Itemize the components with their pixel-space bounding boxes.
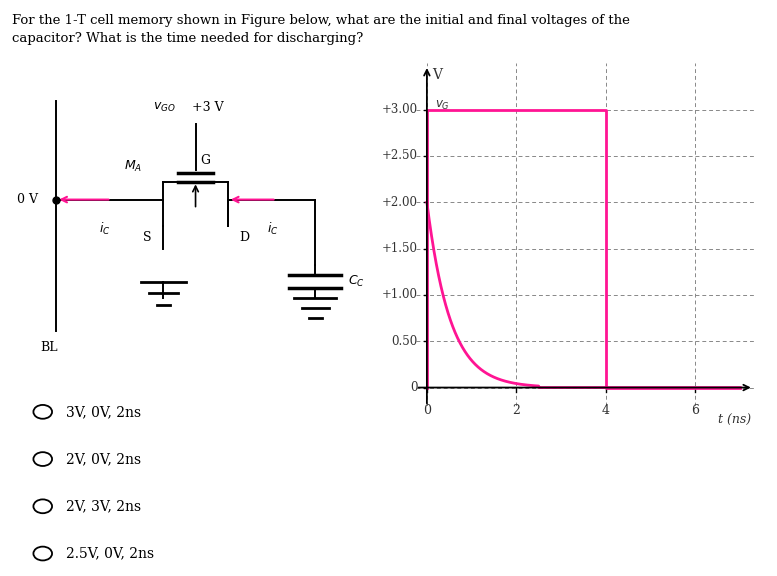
Text: 0: 0	[410, 381, 418, 394]
Text: capacitor? What is the time needed for discharging?: capacitor? What is the time needed for d…	[12, 32, 363, 45]
Text: +3 V: +3 V	[193, 101, 224, 114]
Text: For the 1-T cell memory shown in Figure below, what are the initial and final vo: For the 1-T cell memory shown in Figure …	[12, 14, 629, 28]
Text: D: D	[239, 231, 249, 244]
Text: 4: 4	[602, 404, 610, 417]
Text: 2.5V, 0V, 2ns: 2.5V, 0V, 2ns	[66, 547, 154, 560]
Text: $C_C$: $C_C$	[347, 274, 364, 289]
Text: +3.00: +3.00	[382, 103, 418, 116]
Text: +1.50: +1.50	[382, 242, 418, 255]
Text: BL: BL	[40, 341, 57, 354]
Text: 6: 6	[692, 404, 699, 417]
Text: t (ns): t (ns)	[718, 414, 751, 426]
Text: +1.00: +1.00	[382, 289, 418, 301]
Text: V: V	[432, 68, 442, 82]
Text: +2.00: +2.00	[382, 196, 418, 209]
Text: 0: 0	[423, 404, 431, 417]
Text: G: G	[200, 154, 211, 166]
Text: 2V, 3V, 2ns: 2V, 3V, 2ns	[66, 499, 141, 513]
Text: $v_G$: $v_G$	[435, 98, 450, 112]
Text: $v_{GO}$: $v_{GO}$	[154, 101, 176, 114]
Text: $M_A$: $M_A$	[124, 159, 142, 175]
Text: 2V, 0V, 2ns: 2V, 0V, 2ns	[66, 452, 141, 466]
Text: 0 V: 0 V	[18, 193, 39, 206]
Text: S: S	[143, 231, 152, 244]
Text: 0.50: 0.50	[392, 335, 418, 348]
Text: $i_C$: $i_C$	[267, 221, 279, 237]
Text: 3V, 0V, 2ns: 3V, 0V, 2ns	[66, 405, 141, 419]
Text: +2.50: +2.50	[382, 150, 418, 162]
Text: 2: 2	[513, 404, 521, 417]
Text: $i_C$: $i_C$	[99, 221, 110, 237]
